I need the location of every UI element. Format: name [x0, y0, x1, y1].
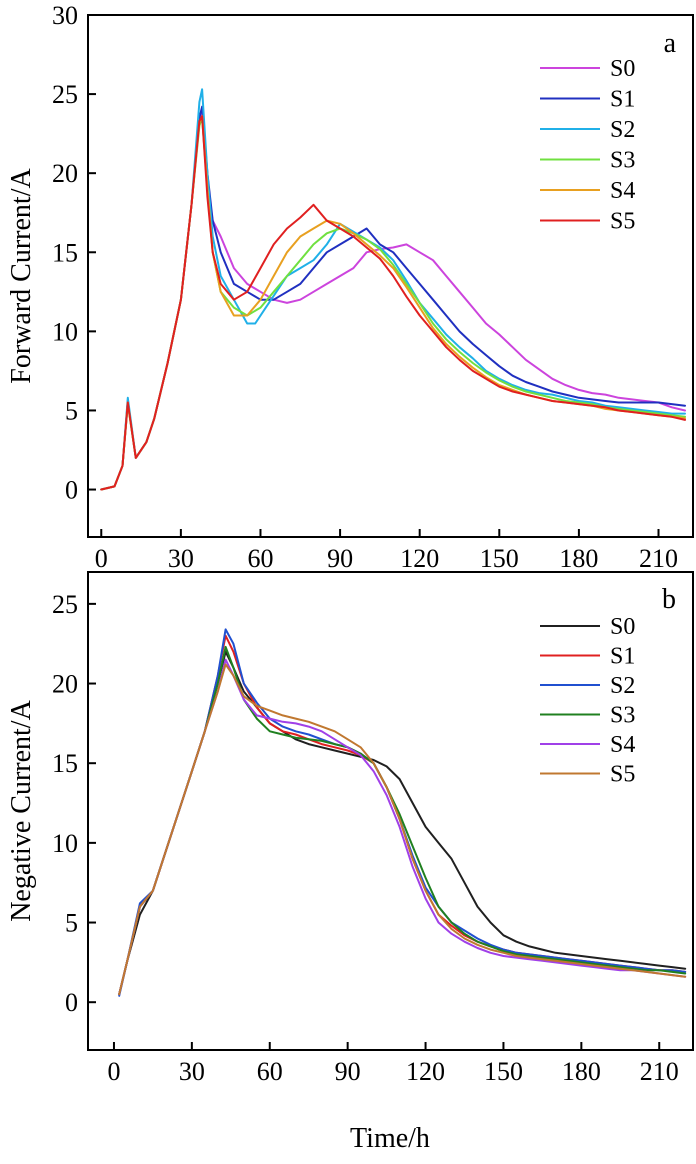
y-tick-label: 25: [52, 80, 78, 109]
x-tick-label: 30: [179, 1057, 205, 1086]
panel-b-label: b: [662, 584, 676, 615]
x-tick-label: 150: [480, 544, 519, 573]
panel-a-label: a: [664, 28, 677, 59]
x-tick-label: 120: [406, 1057, 445, 1086]
y-tick-label: 30: [52, 1, 78, 30]
series-line-s1: [100, 105, 686, 491]
panel-a-x-ticks: 0 30 60 90 120 150 180 210: [95, 529, 678, 573]
legend-label-s0: S0: [610, 614, 635, 640]
x-tick-label: 0: [95, 544, 108, 573]
x-tick-label: 30: [168, 544, 194, 573]
x-tick-label: 180: [559, 544, 598, 573]
x-tick-label: 180: [562, 1057, 601, 1086]
legend-label-s4: S4: [610, 178, 635, 204]
panel-b-y-ticks: 0 5 10 15 20 25: [52, 590, 96, 1017]
x-tick-label: 150: [484, 1057, 523, 1086]
y-tick-label: 10: [52, 829, 78, 858]
legend-label-s5: S5: [610, 209, 635, 235]
y-tick-label: 5: [65, 396, 78, 425]
x-tick-label: 60: [247, 544, 273, 573]
y-tick-label: 20: [52, 670, 78, 699]
panel-a-y-ticks: 0 5 10 15 20 25 30: [52, 1, 96, 505]
series-line-s2: [100, 88, 686, 491]
panel-b-frame: [87, 571, 694, 1051]
series-line-s5: [118, 663, 687, 996]
x-tick-label: 60: [257, 1057, 283, 1086]
legend-label-s3: S3: [610, 148, 635, 174]
series-line-s1: [118, 634, 687, 996]
series-line-s5: [100, 115, 686, 491]
y-tick-label: 20: [52, 159, 78, 188]
legend-label-s3: S3: [610, 703, 635, 729]
panel-a-frame: [87, 14, 694, 538]
legend-label-s5: S5: [610, 762, 635, 788]
x-tick-label: 210: [640, 1057, 679, 1086]
y-tick-label: 25: [52, 590, 78, 619]
panel-b-x-ticks: 0 30 60 90 120 150 180 210: [107, 1042, 679, 1086]
series-line-s3: [118, 645, 687, 996]
x-tick-label: 90: [327, 544, 353, 573]
series-line-s3: [100, 116, 686, 491]
y-tick-label: 5: [65, 909, 78, 938]
x-tick-label: 0: [107, 1057, 120, 1086]
x-tick-label: 90: [335, 1057, 361, 1086]
legend-label-s1: S1: [610, 644, 635, 670]
series-line-s2: [118, 628, 687, 997]
legend-label-s2: S2: [610, 117, 635, 143]
x-tick-label: 210: [639, 544, 678, 573]
x-axis-title: Time/h: [350, 1123, 430, 1154]
panel-a-lines: [100, 88, 686, 491]
legend-label-s0: S0: [610, 56, 635, 82]
y-tick-label: 0: [65, 476, 78, 505]
panel-b-legend: S0 S1 S2 S3 S4 S5: [540, 614, 635, 788]
y-tick-label: 15: [52, 749, 78, 778]
legend-label-s1: S1: [610, 87, 635, 113]
series-line-s4: [100, 115, 686, 491]
legend-label-s4: S4: [610, 732, 635, 758]
y-tick-label: 15: [52, 238, 78, 267]
legend-label-s2: S2: [610, 673, 635, 699]
y-tick-label: 0: [65, 988, 78, 1017]
panel-a-legend: S0 S1 S2 S3 S4 S5: [540, 56, 635, 235]
x-tick-label: 120: [400, 544, 439, 573]
panel-a-ylabel: Forward Current/A: [6, 168, 37, 384]
panel-b-ylabel: Negative Current/A: [6, 699, 37, 921]
panel-b-lines: [118, 628, 687, 997]
series-line-s0: [100, 112, 686, 491]
y-tick-label: 10: [52, 317, 78, 346]
